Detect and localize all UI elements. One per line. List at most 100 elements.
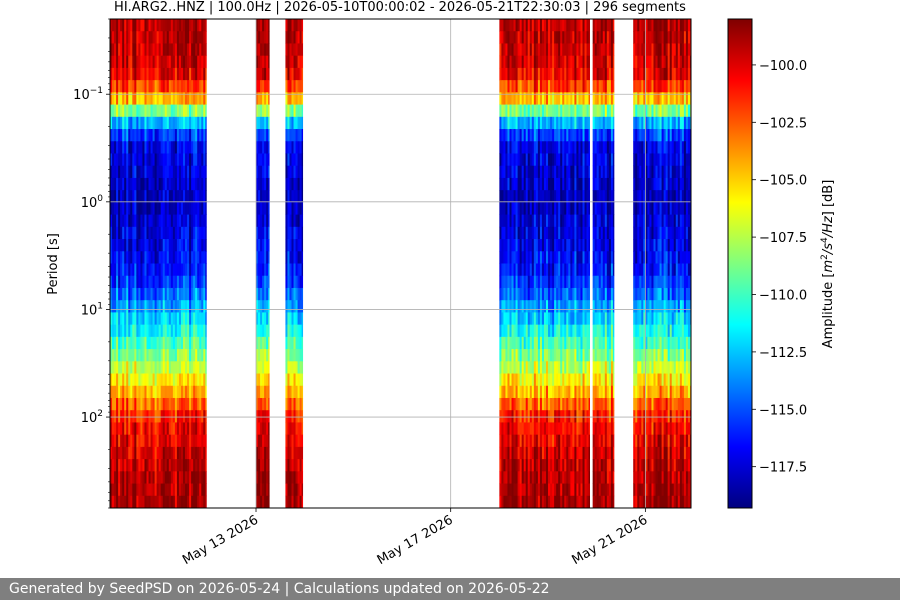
heatmap-cell (602, 287, 606, 301)
heatmap-cell (162, 202, 166, 215)
heatmap-cell (180, 116, 184, 130)
heatmap-cell (110, 165, 113, 179)
heatmap-cell (592, 19, 596, 32)
heatmap-cell (266, 459, 269, 472)
heatmap-cell (191, 129, 194, 142)
heatmap-cell (180, 226, 184, 240)
heatmap-cell (176, 177, 180, 191)
heatmap-cell (574, 287, 577, 301)
heatmap-cell (264, 214, 267, 228)
heatmap-cell (529, 92, 533, 105)
heatmap-cell (185, 434, 188, 448)
heatmap-cell (568, 410, 571, 423)
heatmap-cell (152, 67, 156, 81)
heatmap-cell (172, 373, 176, 387)
heatmap-cell (195, 129, 198, 142)
heatmap-cell (191, 67, 194, 81)
heatmap-cell (289, 214, 292, 228)
heatmap-cell (114, 214, 117, 228)
heatmap-cell (523, 43, 527, 57)
heatmap-cell (201, 471, 204, 484)
heatmap-cell (289, 31, 292, 44)
heatmap-cell (203, 80, 206, 93)
heatmap-cell (594, 80, 598, 93)
heatmap-cell (195, 397, 198, 411)
heatmap-cell (110, 226, 113, 240)
heatmap-cell (535, 202, 539, 215)
heatmap-cell (525, 80, 529, 93)
heatmap-cell (558, 349, 561, 362)
heatmap-cell (635, 177, 638, 191)
heatmap-cell (148, 275, 151, 289)
heatmap-cell (260, 129, 263, 142)
heatmap-cell (170, 471, 174, 484)
heatmap-cell (148, 141, 151, 154)
heatmap-cell (138, 336, 141, 350)
heatmap-cell (608, 373, 612, 387)
heatmap-cell (574, 43, 577, 57)
heatmap-cell (110, 349, 113, 362)
heatmap-cell (203, 43, 206, 57)
heatmap-cell (594, 324, 598, 338)
heatmap-cell (541, 410, 545, 423)
heatmap-cell (556, 80, 559, 93)
heatmap-cell (568, 141, 571, 154)
heatmap-cell (160, 483, 164, 497)
heatmap-cell (608, 226, 612, 240)
heatmap-cell (199, 214, 202, 228)
heatmap-cell (266, 336, 269, 350)
heatmap-cell (258, 190, 261, 203)
heatmap-cell (558, 129, 561, 142)
heatmap-cell (158, 177, 162, 191)
heatmap-cell (509, 165, 512, 179)
heatmap-cell (505, 434, 508, 448)
heatmap-cell (172, 202, 176, 215)
heatmap-cell (114, 349, 117, 362)
heatmap-cell (509, 31, 512, 44)
heatmap-cell (598, 226, 602, 240)
heatmap-cell (521, 263, 525, 277)
heatmap-cell (172, 385, 176, 399)
heatmap-cell (576, 129, 579, 142)
heatmap-cell (195, 300, 198, 313)
heatmap-cell (193, 397, 196, 411)
heatmap-cell (150, 239, 153, 252)
heatmap-cell (262, 67, 265, 81)
heatmap-cell (189, 177, 192, 191)
heatmap-cell (566, 446, 569, 460)
heatmap-cell (604, 385, 608, 399)
heatmap-cell (543, 153, 547, 167)
heatmap-cell (301, 251, 304, 264)
heatmap-cell (582, 446, 585, 460)
heatmap-cell (148, 483, 151, 497)
heatmap-cell (596, 165, 600, 179)
heatmap-cell (539, 129, 543, 142)
heatmap-cell (562, 397, 565, 411)
heatmap-cell (289, 434, 292, 448)
heatmap-cell (301, 92, 304, 105)
heatmap-cell (128, 19, 131, 32)
heatmap-cell (154, 226, 158, 240)
heatmap-cell (499, 422, 502, 436)
heatmap-cell (289, 459, 292, 472)
heatmap-cell (519, 190, 523, 203)
heatmap-cell (152, 104, 156, 118)
heatmap-cell (189, 55, 192, 69)
heatmap-cell (260, 31, 263, 44)
heatmap-cell (185, 324, 188, 338)
heatmap-cell (515, 67, 519, 81)
heatmap-cell (156, 251, 160, 264)
heatmap-cell (199, 349, 202, 362)
heatmap-cell (262, 422, 265, 436)
heatmap-cell (529, 336, 533, 350)
heatmap-cell (641, 202, 644, 215)
heatmap-cell (138, 67, 141, 81)
heatmap-cell (140, 116, 143, 130)
heatmap-cell (295, 471, 298, 484)
heatmap-cell (172, 410, 176, 423)
heatmap-cell (539, 67, 543, 81)
heatmap-cell (148, 80, 151, 93)
heatmap-cell (116, 190, 119, 203)
heatmap-cell (142, 239, 145, 252)
heatmap-cell (120, 104, 123, 118)
